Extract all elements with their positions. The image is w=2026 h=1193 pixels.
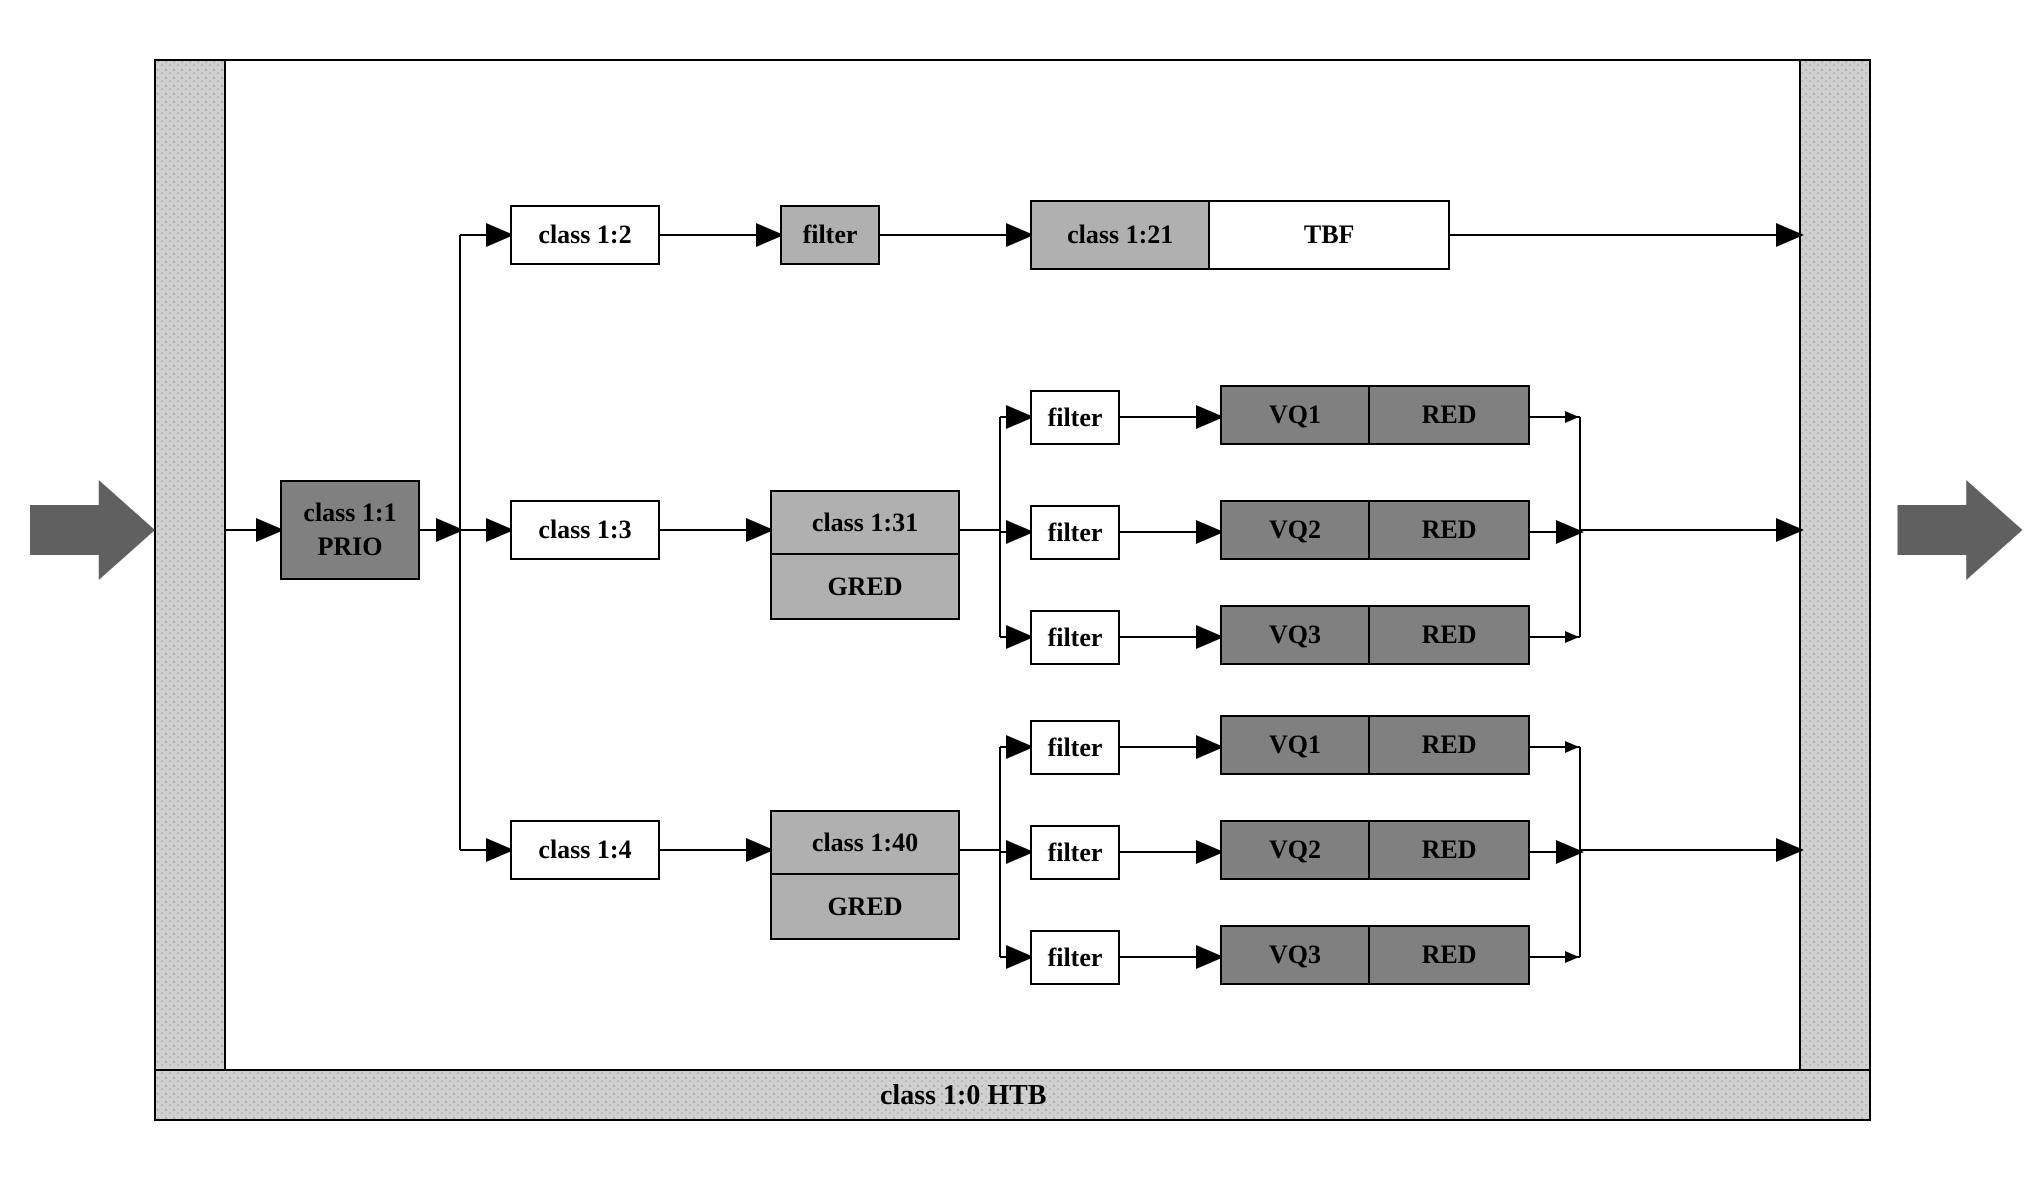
- node-class-1-4: class 1:4: [510, 820, 660, 880]
- node-vq1-red-b3: VQ1 RED: [1220, 715, 1530, 775]
- node-red-b3-1: RED: [1370, 822, 1528, 878]
- node-class-1-40-gred: class 1:40 GRED: [770, 810, 960, 940]
- frame-svg: [20, 20, 2026, 1173]
- diagram-canvas: class 1:1 PRIO class 1:2 filter class 1:…: [20, 20, 2026, 1173]
- root-line2: PRIO: [303, 530, 396, 564]
- node-class-1-3: class 1:3: [510, 500, 660, 560]
- output-arrow-icon: [1890, 480, 2026, 580]
- node-vq3-red-b2: VQ3 RED: [1220, 605, 1530, 665]
- frame-label: class 1:0 HTB: [880, 1080, 1046, 1112]
- node-class-1-2: class 1:2: [510, 205, 660, 265]
- node-red-b2-1: RED: [1370, 502, 1528, 558]
- node-class-1-40: class 1:40: [772, 812, 958, 875]
- node-class-1-21: class 1:21: [1032, 202, 1210, 268]
- node-vq2-red-b3: VQ2 RED: [1220, 820, 1530, 880]
- node-vq1-b3: VQ1: [1222, 717, 1370, 773]
- root-line1: class 1:1: [303, 496, 396, 530]
- node-gred-b3: GRED: [772, 875, 958, 938]
- node-red-b3-0: RED: [1370, 717, 1528, 773]
- node-vq2-red-b2: VQ2 RED: [1220, 500, 1530, 560]
- node-class-1-31: class 1:31: [772, 492, 958, 555]
- input-arrow-icon: [30, 480, 155, 580]
- node-red-b2-2: RED: [1370, 607, 1528, 663]
- node-tbf: TBF: [1210, 202, 1448, 268]
- node-vq3-red-b3: VQ3 RED: [1220, 925, 1530, 985]
- node-red-b3-2: RED: [1370, 927, 1528, 983]
- node-gred-b2: GRED: [772, 555, 958, 618]
- node-vq1-red-b2: VQ1 RED: [1220, 385, 1530, 445]
- node-vq1-b2: VQ1: [1222, 387, 1370, 443]
- node-vq2-b2: VQ2: [1222, 502, 1370, 558]
- node-filter-b1: filter: [780, 205, 880, 265]
- node-filter-b3-2: filter: [1030, 930, 1120, 985]
- node-filter-b2-1: filter: [1030, 505, 1120, 560]
- node-filter-b2-0: filter: [1030, 390, 1120, 445]
- node-vq3-b2: VQ3: [1222, 607, 1370, 663]
- node-red-b2-0: RED: [1370, 387, 1528, 443]
- node-root-prio: class 1:1 PRIO: [280, 480, 420, 580]
- node-vq3-b3: VQ3: [1222, 927, 1370, 983]
- node-filter-b3-0: filter: [1030, 720, 1120, 775]
- node-filter-b2-2: filter: [1030, 610, 1120, 665]
- node-filter-b3-1: filter: [1030, 825, 1120, 880]
- node-vq2-b3: VQ2: [1222, 822, 1370, 878]
- node-class-1-21-tbf: class 1:21 TBF: [1030, 200, 1450, 270]
- node-class-1-31-gred: class 1:31 GRED: [770, 490, 960, 620]
